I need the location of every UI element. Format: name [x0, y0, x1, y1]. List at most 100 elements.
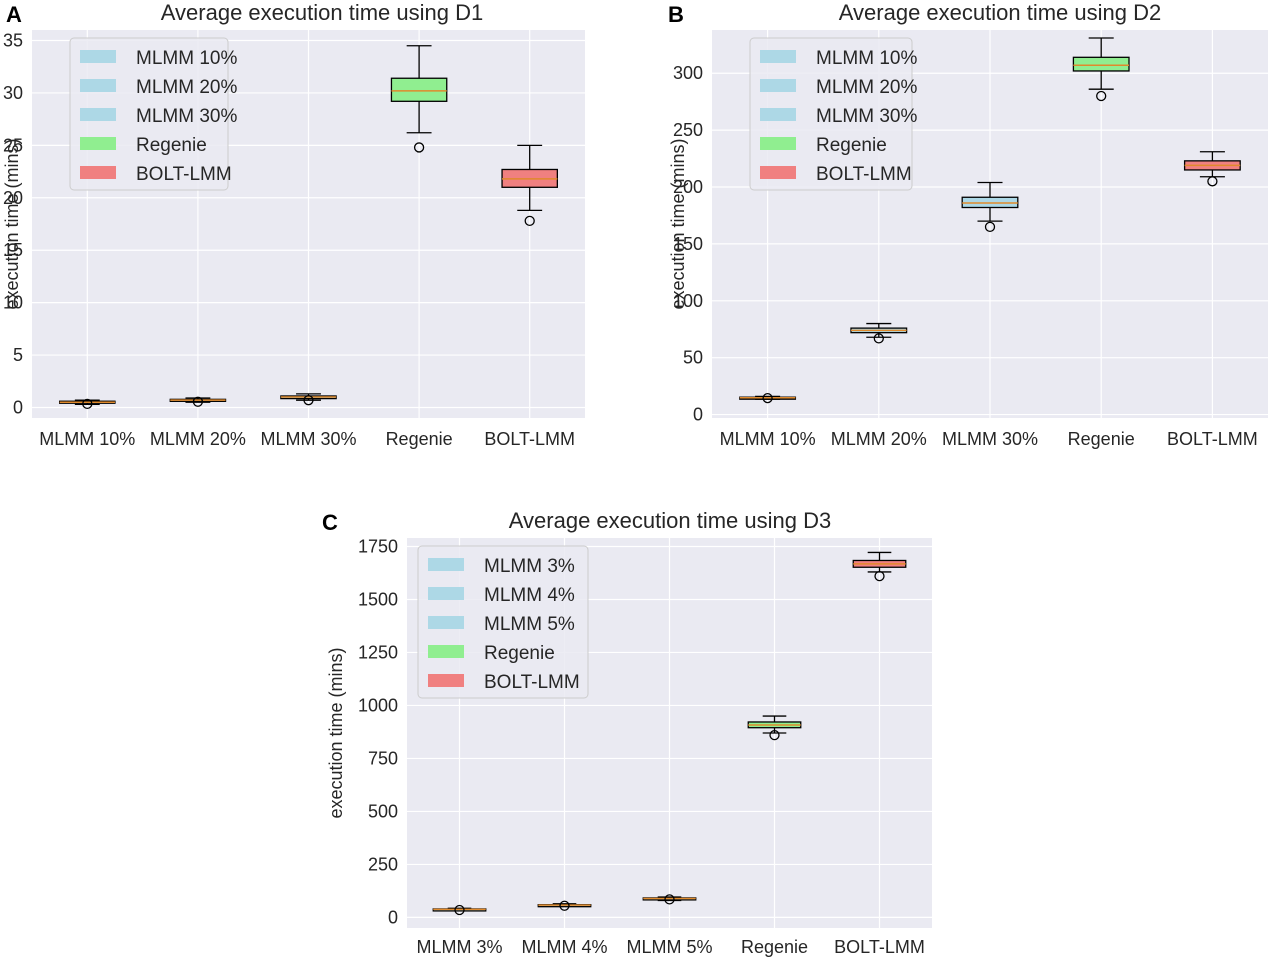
box-MLMM 10%: [59, 398, 116, 409]
x-tick-label: MLMM 10%: [39, 429, 135, 449]
y-tick-label: 250: [368, 854, 398, 874]
legend-entry: BOLT-LMM: [484, 672, 580, 693]
x-tick-label: MLMM 30%: [260, 429, 356, 449]
y-axis-label: execution time (mins): [2, 138, 22, 309]
legend-entry: MLMM 4%: [484, 585, 575, 606]
chart-title: Average execution time using D3: [509, 508, 831, 533]
legend-entry: MLMM 30%: [816, 106, 917, 127]
legend-swatch: [80, 50, 116, 63]
legend-swatch: [428, 645, 464, 658]
legend-entry: MLMM 10%: [136, 48, 237, 69]
chart-title: Average execution time using D2: [839, 0, 1161, 25]
box-MLMM 10%: [739, 392, 797, 404]
y-tick-label: 0: [13, 398, 23, 418]
outlier-point: [559, 900, 570, 911]
outlier-point: [524, 215, 535, 227]
outlier-point: [82, 398, 93, 409]
y-tick-label: 750: [368, 748, 398, 768]
legend-frame: [69, 37, 229, 191]
legend-swatch: [428, 616, 464, 629]
legend-entry: BOLT-LMM: [136, 164, 232, 185]
chart-title: Average execution time using D1: [161, 0, 483, 25]
outlier-point: [1207, 176, 1218, 187]
x-tick-label: MLMM 3%: [416, 937, 502, 957]
legend-entry: MLMM 10%: [816, 48, 917, 69]
legend-swatch: [80, 137, 116, 150]
y-tick-label: 25: [3, 135, 23, 155]
legend-swatch: [760, 108, 796, 121]
y-tick-label: 0: [388, 907, 398, 927]
y-tick-label: 0: [693, 405, 703, 425]
box-MLMM 20%: [850, 322, 908, 344]
x-tick-label: MLMM 10%: [720, 429, 816, 449]
x-tick-label: Regenie: [741, 937, 808, 957]
chart-panel-B: 0 50 100 150 200 250 300 MLMM 10% MLMM 20% MLMM 3…: [668, 0, 1268, 449]
panel-label: C: [322, 510, 338, 535]
panel-label: A: [6, 2, 22, 27]
legend-entry: MLMM 20%: [136, 77, 237, 98]
x-tick-label: MLMM 5%: [626, 937, 712, 957]
legend: MLMM 10% MLMM 20% MLMM 30% Regenie BOLT-LMM: [69, 37, 237, 191]
outlier-point: [303, 395, 314, 406]
y-tick-label: 150: [673, 234, 703, 254]
legend-swatch: [760, 137, 796, 150]
y-axis-label: execution time (mins): [668, 138, 688, 309]
y-tick-label: 5: [13, 345, 23, 365]
legend-swatch: [428, 558, 464, 571]
outlier-point: [413, 142, 425, 153]
box-Regenie: [747, 715, 802, 741]
legend-swatch: [760, 50, 796, 63]
x-tick-label: MLMM 30%: [942, 429, 1038, 449]
legend-entry: Regenie: [816, 135, 887, 156]
y-tick-label: 250: [673, 120, 703, 140]
legend-entry: MLMM 3%: [484, 556, 575, 577]
outlier-point: [984, 221, 996, 232]
x-tick-label: MLMM 4%: [521, 937, 607, 957]
x-tick-label: Regenie: [386, 429, 453, 449]
y-tick-label: 200: [673, 177, 703, 197]
box-MLMM 30%: [961, 181, 1019, 232]
x-tick-label: Regenie: [1068, 429, 1135, 449]
box-MLMM 3%: [432, 904, 487, 916]
box-body: [390, 77, 448, 102]
box-Regenie: [1072, 37, 1130, 102]
chart-panel-A: 0 5 10 15 20 25 30 35 MLMM 10% MLMM 20% MLMM 30% Re…: [2, 0, 585, 449]
box-BOLT-LMM: [501, 144, 558, 227]
y-tick-label: 30: [3, 83, 23, 103]
y-tick-label: 20: [3, 188, 23, 208]
legend-entry: MLMM 5%: [484, 614, 575, 635]
legend-swatch: [80, 108, 116, 121]
outlier-point: [664, 894, 675, 905]
legend-frame: [749, 37, 913, 191]
box-MLMM 5%: [642, 894, 697, 905]
y-tick-label: 10: [3, 293, 23, 313]
y-axis-label: execution time (mins): [326, 647, 346, 818]
chart-panel-C: 0 250 500 750 1000 1250 1500 1750 MLMM 3% MLMM 4%…: [322, 508, 932, 957]
y-tick-label: 50: [683, 348, 703, 368]
legend-frame: [417, 545, 589, 699]
legend-entry: Regenie: [136, 135, 207, 156]
legend-swatch: [760, 79, 796, 92]
legend: MLMM 10% MLMM 20% MLMM 30% Regenie BOLT-LMM: [749, 37, 917, 191]
box-MLMM 30%: [280, 393, 337, 406]
panel-label: B: [668, 2, 684, 27]
y-tick-label: 1250: [358, 642, 398, 662]
outlier-point: [874, 571, 885, 582]
box-Regenie: [390, 45, 448, 153]
x-tick-label: MLMM 20%: [831, 429, 927, 449]
y-tick-label: 100: [673, 291, 703, 311]
y-tick-label: 35: [3, 30, 23, 50]
legend: MLMM 3% MLMM 4% MLMM 5% Regenie BOLT-LMM: [417, 545, 589, 699]
y-tick-label: 1500: [358, 589, 398, 609]
legend-swatch: [80, 79, 116, 92]
outlier-point: [762, 392, 773, 404]
outlier-point: [769, 729, 780, 741]
y-tick-label: 1000: [358, 695, 398, 715]
x-tick-label: MLMM 20%: [150, 429, 246, 449]
y-tick-label: 15: [3, 240, 23, 260]
outlier-point: [873, 333, 884, 344]
y-tick-label: 1750: [358, 536, 398, 556]
legend-swatch: [428, 674, 464, 687]
legend-swatch: [80, 166, 116, 179]
